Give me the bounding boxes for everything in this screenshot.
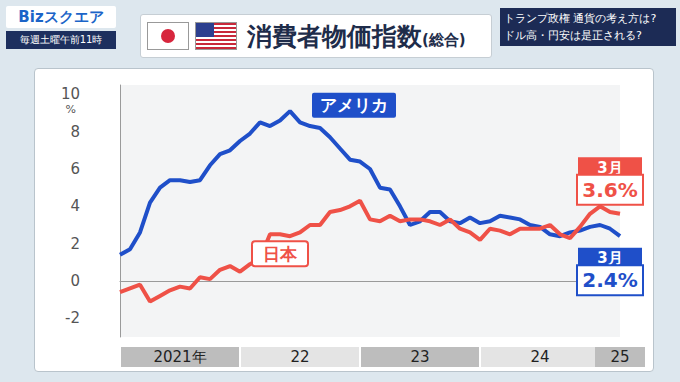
svg-text:25: 25 [610,348,629,366]
html-text:毎週土曜午前11時: 毎週土曜午前11時 [19,34,103,45]
html-text:トランプ政権 通貨の考え方は?: トランプ政権 通貨の考え方は? [504,12,657,25]
svg-text:4: 4 [70,197,80,215]
svg-text:3.6%: 3.6% [582,178,637,202]
html-text:消費者物価指数(総合): 消費者物価指数(総合) [247,21,466,51]
svg-text:6: 6 [70,160,80,178]
svg-text:8: 8 [70,123,80,141]
svg-text:2021年: 2021年 [153,348,206,366]
svg-text:10: 10 [61,85,80,103]
svg-text:-2: -2 [65,309,80,327]
svg-text:2.4%: 2.4% [582,268,637,292]
svg-text:22: 22 [290,348,309,366]
svg-text:23: 23 [410,348,429,366]
html-text:Bizスクエア: Bizスクエア [18,8,104,26]
svg-text:%: % [66,103,76,116]
svg-text:アメリカ: アメリカ [320,95,388,115]
svg-text:0: 0 [70,272,80,290]
svg-text:24: 24 [530,348,549,366]
svg-text:日本: 日本 [263,244,298,264]
svg-text:3月: 3月 [597,249,623,268]
html-text:ドル高・円安は是正される?: ドル高・円安は是正される? [504,29,642,42]
svg-text:3月: 3月 [597,158,623,177]
svg-text:2: 2 [70,235,80,253]
